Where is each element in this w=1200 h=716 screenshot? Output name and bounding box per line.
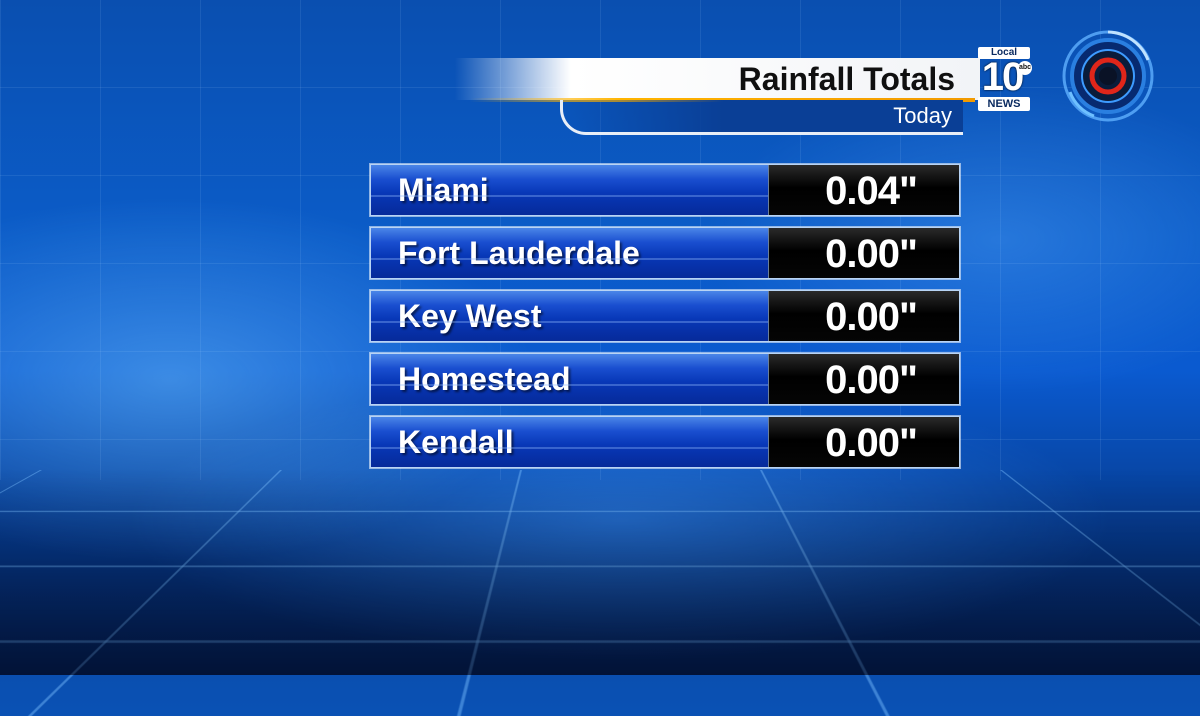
city-name: Miami [398,165,489,215]
city-cell: Homestead [371,354,768,404]
logo-news-label: NEWS [978,97,1030,111]
rainfall-cell: 0.04" [768,165,959,215]
logo-channel-number: 10 [980,55,1024,99]
page-subtitle: Today [893,102,952,130]
rainfall-amount: 0.04" [825,165,917,215]
city-name: Fort Lauderdale [398,228,640,278]
city-name: Kendall [398,417,514,467]
city-cell: Key West [371,291,768,341]
table-row: Homestead 0.00" [370,353,960,405]
city-cell: Miami [371,165,768,215]
rainfall-amount: 0.00" [825,417,917,467]
page-title: Rainfall Totals [739,58,955,100]
city-name: Key West [398,291,541,341]
rainfall-amount: 0.00" [825,291,917,341]
logo-network-badge: abc [1018,61,1032,75]
city-cell: Kendall [371,417,768,467]
rainfall-cell: 0.00" [768,228,959,278]
table-row: Fort Lauderdale 0.00" [370,227,960,279]
rainfall-amount: 0.00" [825,354,917,404]
radar-target-icon [1060,28,1156,124]
city-name: Homestead [398,354,571,404]
rainfall-table: Miami 0.04" Fort Lauderdale 0.00" Key We… [370,164,960,479]
table-row: Kendall 0.00" [370,416,960,468]
station-logo: Local 10 abc NEWS [978,47,1034,113]
rainfall-cell: 0.00" [768,291,959,341]
rainfall-cell: 0.00" [768,417,959,467]
table-row: Miami 0.04" [370,164,960,216]
background-floor-shade [0,470,1200,675]
city-cell: Fort Lauderdale [371,228,768,278]
table-row: Key West 0.00" [370,290,960,342]
rainfall-cell: 0.00" [768,354,959,404]
rainfall-amount: 0.00" [825,228,917,278]
